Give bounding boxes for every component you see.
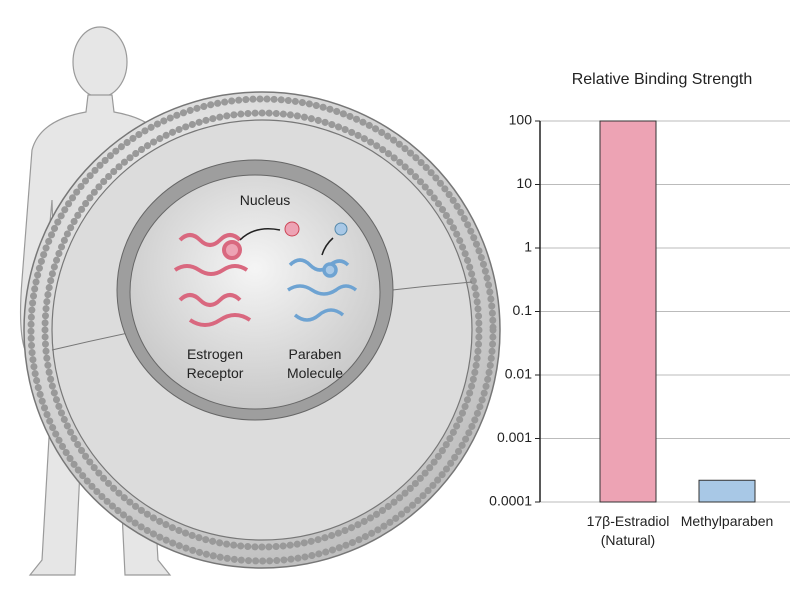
- estrogen-receptor: [173, 233, 252, 327]
- arrow: [239, 228, 281, 241]
- annotation: Nucleus: [239, 192, 291, 208]
- chart-title: Relative Binding Strength: [572, 71, 753, 88]
- annotation: Estrogen Receptor: [186, 346, 244, 381]
- annotation: Paraben Molecule: [286, 346, 344, 381]
- y-tick-label: 10: [516, 175, 532, 191]
- paraben-receptor: [287, 258, 358, 322]
- y-tick-label: 0.01: [505, 366, 532, 382]
- x-tick-label: Methylparaben: [680, 513, 774, 529]
- y-tick-label: 1: [524, 239, 532, 255]
- y-tick-label: 0.1: [513, 302, 533, 318]
- y-tick-label: 100: [509, 112, 533, 128]
- arrow: [321, 237, 334, 256]
- paraben-molecule: [334, 222, 348, 236]
- estradiol-molecule: [284, 221, 300, 237]
- bar: [599, 120, 657, 503]
- bar: [698, 479, 756, 503]
- x-tick-label: 17β-Estradiol (Natural): [586, 513, 670, 548]
- illustration: [19, 26, 501, 576]
- y-tick-label: 0.0001: [489, 493, 532, 509]
- y-tick-label: 0.001: [497, 429, 532, 445]
